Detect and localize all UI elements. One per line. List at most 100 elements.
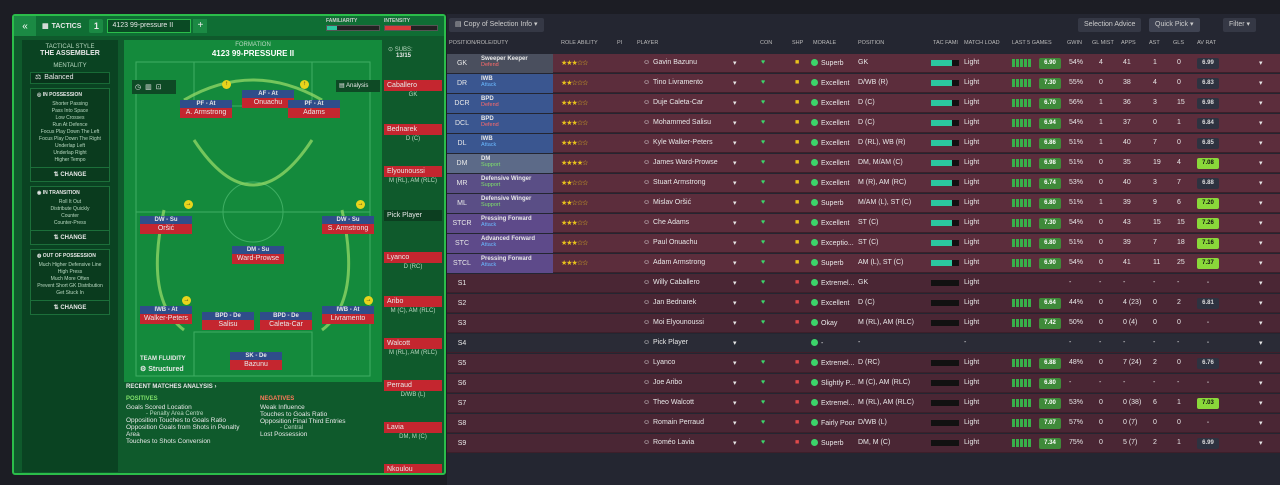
table-row[interactable]: DL IWB Attack ★★★☆☆ ☺ Kyle Walker-Peters ▾ ♥ ■ Ex… xyxy=(447,134,1280,153)
table-row[interactable]: S5 ☺ Lyanco ▾ ♥ ■ Extremel... D (RC) Light 6.88 48… xyxy=(447,354,1280,373)
player-card[interactable]: DM - Su Ward-Prowse xyxy=(232,246,284,264)
row-menu-chevron-icon[interactable]: ▾ xyxy=(1259,180,1263,187)
player-name[interactable]: Gavin Bazunu xyxy=(653,59,697,66)
formation-name[interactable]: 4123 99-PRESSURE II xyxy=(211,49,295,58)
player-name[interactable]: Duje Caleta-Car xyxy=(653,99,704,106)
row-menu-chevron-icon[interactable]: ▾ xyxy=(1259,260,1263,267)
player-name[interactable]: Lyanco xyxy=(653,359,676,366)
role-select[interactable]: BPD Defend xyxy=(477,114,553,133)
player-name[interactable]: Mislav Oršić xyxy=(653,199,692,206)
player-card[interactable]: SK - De Bazunu xyxy=(230,352,282,370)
row-menu-chevron-icon[interactable]: ▾ xyxy=(1259,360,1263,367)
col-header[interactable]: GL MIST xyxy=(1092,40,1114,46)
table-row[interactable]: S1 ☺ Willy Caballero ▾ ♥ ■ Extremel... GK Light -… xyxy=(447,274,1280,293)
player-select-chevron-icon[interactable]: ▾ xyxy=(733,420,737,427)
filter-button[interactable]: Filter ▾ xyxy=(1223,18,1257,32)
player-select-chevron-icon[interactable]: ▾ xyxy=(733,340,737,347)
col-header[interactable]: POSITION/ROLE/DUTY xyxy=(449,40,509,46)
row-menu-chevron-icon[interactable]: ▾ xyxy=(1259,220,1263,227)
role-select[interactable]: Pressing Forward Attack xyxy=(477,254,553,273)
sub-slot[interactable]: Bednarek D (C) xyxy=(384,124,442,142)
player-select-chevron-icon[interactable]: ▾ xyxy=(733,440,737,447)
table-row[interactable]: S9 ☺ Roméo Lavia ▾ ♥ ■ Superb DM, M (C) Light 7.3… xyxy=(447,434,1280,453)
col-header[interactable]: TAC FAMI xyxy=(933,40,958,46)
player-card[interactable]: DW - Su S. Armstrong xyxy=(322,216,374,234)
in-possession-change-button[interactable]: ⇅ CHANGE xyxy=(31,167,109,178)
role-select[interactable]: IWB Attack xyxy=(477,134,553,153)
player-select-chevron-icon[interactable]: ▾ xyxy=(733,220,737,227)
player-select-chevron-icon[interactable]: ▾ xyxy=(733,360,737,367)
role-select[interactable]: IWB Attack xyxy=(477,74,553,93)
player-card[interactable]: BPD - De Salisu xyxy=(202,312,254,330)
role-select[interactable]: Defensive Winger Support xyxy=(477,174,553,193)
sub-slot[interactable]: Lyanco D (RC) xyxy=(384,252,442,270)
player-select-chevron-icon[interactable]: ▾ xyxy=(733,260,737,267)
analysis-button[interactable]: ▤ Analysis xyxy=(336,80,380,92)
player-name[interactable]: Theo Walcott xyxy=(653,399,694,406)
pitch-icon[interactable]: ⊡ xyxy=(155,84,162,91)
table-row[interactable]: S8 ☺ Romain Perraud ▾ ♥ ■ Fairly Poor D/WB (L) L… xyxy=(447,414,1280,433)
clock-icon[interactable]: ◷ xyxy=(135,84,142,91)
mentality-select[interactable]: ⚖ Balanced xyxy=(30,72,110,84)
player-name[interactable]: Romain Perraud xyxy=(653,419,704,426)
player-name[interactable]: Roméo Lavia xyxy=(653,439,695,446)
familiarity-meter[interactable]: FAMILIARITY xyxy=(326,18,380,31)
bar-chart-icon[interactable]: ▥ xyxy=(145,84,152,91)
row-menu-chevron-icon[interactable]: ▾ xyxy=(1259,300,1263,307)
player-name[interactable]: Moi Elyounoussi xyxy=(653,319,704,326)
player-select-chevron-icon[interactable]: ▾ xyxy=(733,380,737,387)
player-name[interactable]: Stuart Armstrong xyxy=(653,179,706,186)
player-card[interactable]: BPD - De Caleta-Car xyxy=(260,312,312,330)
player-select-chevron-icon[interactable]: ▾ xyxy=(733,140,737,147)
row-menu-chevron-icon[interactable]: ▾ xyxy=(1259,320,1263,327)
add-tactic-button[interactable]: + xyxy=(193,19,208,33)
player-card[interactable]: PF - At Adams xyxy=(288,100,340,118)
col-header[interactable]: PLAYER xyxy=(637,40,659,46)
table-row[interactable]: S4 ☺ Pick Player ▾ - - - - - - - - - ▾ xyxy=(447,334,1280,353)
table-row[interactable]: DCL BPD Defend ★★★☆☆ ☺ Mohammed Salisu ▾ ♥ ■ Exce… xyxy=(447,114,1280,133)
row-menu-chevron-icon[interactable]: ▾ xyxy=(1259,400,1263,407)
player-select-chevron-icon[interactable]: ▾ xyxy=(733,200,737,207)
tactics-tab[interactable]: ▦ TACTICS xyxy=(42,22,82,31)
player-name[interactable]: Tino Livramento xyxy=(653,79,703,86)
player-name[interactable]: James Ward-Prowse xyxy=(653,159,718,166)
role-select[interactable]: DM Support xyxy=(477,154,553,173)
player-card[interactable]: DW - Su Oršić xyxy=(140,216,192,234)
row-menu-chevron-icon[interactable]: ▾ xyxy=(1259,200,1263,207)
sub-slot[interactable]: Nkoulou xyxy=(384,464,442,473)
collapse-button[interactable]: « xyxy=(14,16,36,36)
player-name[interactable]: Che Adams xyxy=(653,219,690,226)
sub-slot[interactable]: Lavia DM, M (C) xyxy=(384,422,442,440)
col-header[interactable]: GLS xyxy=(1173,40,1185,46)
player-name[interactable]: Jan Bednarek xyxy=(653,299,697,306)
col-header[interactable]: LAST 5 GAMES xyxy=(1012,40,1052,46)
player-select-chevron-icon[interactable]: ▾ xyxy=(733,280,737,287)
role-select[interactable]: BPD Defend xyxy=(477,94,553,113)
sub-slot[interactable]: Caballero GK xyxy=(384,80,442,98)
table-row[interactable]: STCL Pressing Forward Attack ★★★☆☆ ☺ Adam Arm… xyxy=(447,254,1280,273)
row-menu-chevron-icon[interactable]: ▾ xyxy=(1259,240,1263,247)
view-select[interactable]: ▤ Copy of Selection Info ▾ xyxy=(449,18,544,32)
tactic-slot[interactable]: 1 xyxy=(89,19,104,33)
player-card[interactable]: IWB - At Livramento xyxy=(322,306,374,324)
player-select-chevron-icon[interactable]: ▾ xyxy=(733,160,737,167)
row-menu-chevron-icon[interactable]: ▾ xyxy=(1259,340,1263,347)
row-menu-chevron-icon[interactable]: ▾ xyxy=(1259,420,1263,427)
role-select[interactable]: Pressing Forward Attack xyxy=(477,214,553,233)
player-card[interactable]: AF - At Onuachu xyxy=(242,90,294,108)
col-header[interactable]: APPS xyxy=(1121,40,1136,46)
row-menu-chevron-icon[interactable]: ▾ xyxy=(1259,120,1263,127)
selection-advice-button[interactable]: Selection Advice xyxy=(1078,18,1142,32)
sub-slot[interactable]: Aribo M (C), AM (RLC) xyxy=(384,296,442,314)
quick-pick-button[interactable]: Quick Pick ▾ xyxy=(1149,18,1200,32)
in-transition-change-button[interactable]: ⇅ CHANGE xyxy=(31,230,109,241)
table-row[interactable]: DR IWB Attack ★★☆☆☆ ☺ Tino Livramento ▾ ♥ ■ Excel… xyxy=(447,74,1280,93)
player-select-chevron-icon[interactable]: ▾ xyxy=(733,60,737,67)
col-header[interactable]: MORALE xyxy=(813,40,837,46)
row-menu-chevron-icon[interactable]: ▾ xyxy=(1259,160,1263,167)
sub-slot[interactable]: Elyounoussi M (RL), AM (RLC) xyxy=(384,166,442,184)
role-select[interactable]: Sweeper Keeper Defend xyxy=(477,54,553,73)
row-menu-chevron-icon[interactable]: ▾ xyxy=(1259,100,1263,107)
tactical-style-value[interactable]: THE ASSEMBLER xyxy=(40,50,100,57)
row-menu-chevron-icon[interactable]: ▾ xyxy=(1259,380,1263,387)
